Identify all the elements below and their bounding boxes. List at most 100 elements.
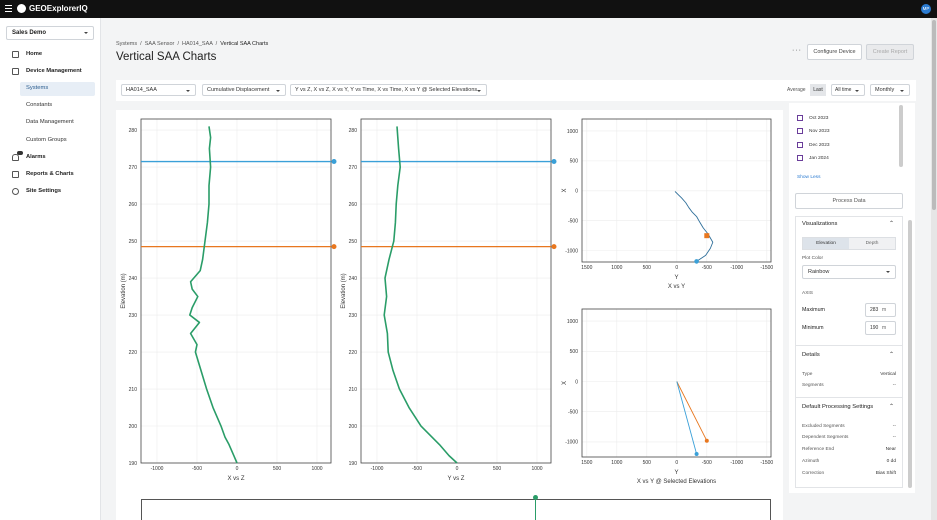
avatar[interactable]: MP — [921, 4, 931, 14]
breadcrumb[interactable]: HA014_SAA — [182, 41, 213, 47]
average-option[interactable]: Last — [810, 84, 826, 96]
elevation-handle — [551, 159, 557, 165]
setting-value: -- — [892, 424, 896, 429]
y-axis-label: Elevation (m) — [121, 273, 127, 308]
y-tick-label: 240 — [129, 276, 138, 282]
action-button[interactable]: Configure Device — [807, 44, 862, 60]
chart-title: X vs Y — [668, 284, 685, 290]
point-marker — [694, 259, 699, 264]
interval-select[interactable]: Monthly — [870, 84, 910, 96]
y-tick-label: 280 — [349, 128, 358, 134]
y-tick-label: 1000 — [567, 319, 578, 325]
y-tick-label: 1000 — [567, 129, 578, 135]
x-tick-label: 1000 — [611, 265, 622, 271]
nav-item[interactable]: Systems — [26, 85, 49, 91]
point-marker — [704, 233, 710, 239]
show-less[interactable]: Show Less — [797, 175, 821, 180]
panel-scroll[interactable] — [899, 105, 903, 167]
views-select[interactable]: Y vs Z, X vs Z, X vs Y, Y vs Time, X vs … — [290, 84, 487, 96]
y-tick-label: 200 — [349, 424, 358, 430]
setting-value: Bias Shift — [875, 471, 896, 476]
y-axis-label: Elevation (m) — [341, 273, 347, 308]
y-tick-label: 280 — [129, 128, 138, 134]
section-title[interactable]: Visualizations — [802, 221, 838, 227]
alarm-icon — [12, 154, 19, 161]
scrollbar — [931, 18, 937, 520]
elevation-handle — [551, 244, 557, 250]
y-tick-label: 270 — [349, 165, 358, 171]
field-label: Plot Color — [802, 256, 824, 261]
nav-item[interactable]: Home — [26, 51, 43, 57]
metric-select[interactable]: Cumulative Displacement — [202, 84, 286, 96]
breadcrumb[interactable]: SAA Sensor — [144, 41, 175, 47]
alarm-badge — [17, 151, 23, 155]
nav-item[interactable]: Data Management — [26, 119, 74, 125]
y-tick-label: 500 — [570, 349, 579, 355]
checkbox[interactable] — [797, 155, 803, 161]
y-tick-label: 190 — [349, 461, 358, 467]
more-button[interactable]: ··· — [792, 47, 802, 54]
average-label: Average — [787, 87, 806, 93]
x-tick-label: -1000 — [151, 466, 164, 472]
org-select[interactable]: Sales Demo — [6, 26, 94, 40]
page-title: Vertical SAA Charts — [116, 51, 217, 63]
y-tick-label: 220 — [129, 350, 138, 356]
nav-item[interactable]: Alarms — [26, 154, 46, 160]
data-line — [674, 191, 714, 262]
x-tick-label: -500 — [702, 265, 712, 271]
x-tick-label: 0 — [675, 460, 678, 466]
logo-icon — [17, 4, 26, 13]
checkbox[interactable] — [797, 128, 803, 134]
home-icon — [12, 51, 19, 58]
nav-item[interactable]: Custom Groups — [26, 137, 67, 143]
tab[interactable]: Depth — [865, 241, 879, 246]
panel-scroll[interactable] — [908, 220, 912, 488]
x-tick-label: -500 — [702, 460, 712, 466]
plot-color-select[interactable]: Rainbow — [802, 265, 896, 279]
scroll-thumb[interactable] — [932, 20, 936, 210]
y-tick-label: 230 — [129, 313, 138, 319]
date-option: Jan 2024 — [809, 156, 829, 161]
minimum-input[interactable] — [865, 321, 896, 335]
y-tick-label: -500 — [568, 409, 578, 415]
field-label: Maximum — [802, 307, 825, 313]
y-tick-label: 210 — [349, 387, 358, 393]
y-tick-label: 500 — [570, 159, 579, 165]
logo[interactable]: GEOExplorerIQ — [29, 4, 88, 13]
section-title[interactable]: Default Processing Settings — [802, 404, 874, 410]
elevation-handle — [331, 159, 337, 165]
nav-item[interactable]: Site Settings — [26, 188, 62, 194]
collapse-icon[interactable]: ⌃ — [889, 352, 895, 358]
nav-item[interactable]: Reports & Charts — [26, 171, 74, 177]
x-tick-label: 1500 — [581, 265, 592, 271]
setting-label: Reference End — [802, 447, 834, 452]
action-button: Create Report — [866, 44, 914, 60]
y-tick-label: 0 — [575, 379, 578, 385]
section-title[interactable]: Details — [802, 352, 820, 358]
nav-item[interactable]: Device Management — [26, 68, 82, 74]
input-unit: m — [882, 325, 887, 331]
detail-label: Segments — [802, 383, 824, 388]
x-tick-label: 500 — [643, 265, 652, 271]
maximum-input[interactable] — [865, 303, 896, 317]
nav-item[interactable]: Constants — [26, 102, 53, 108]
checkbox[interactable] — [797, 115, 803, 121]
time-marker — [535, 497, 536, 520]
x-tick-label: 0 — [236, 466, 239, 472]
menu-icon[interactable] — [5, 5, 12, 6]
range-select[interactable]: All time — [831, 84, 865, 96]
y-tick-label: -1000 — [565, 440, 578, 446]
breadcrumb: Vertical SAA Charts — [220, 41, 269, 47]
data-line — [676, 381, 698, 455]
collapse-icon[interactable]: ⌃ — [889, 221, 895, 227]
plot-frame — [581, 118, 772, 263]
breadcrumb[interactable]: Systems — [116, 41, 138, 47]
sensor-select[interactable]: HA014_SAA — [121, 84, 196, 96]
process-button[interactable]: Process Data — [795, 193, 903, 209]
tab-active[interactable]: Elevation — [803, 238, 849, 249]
collapse-icon[interactable]: ⌃ — [889, 404, 895, 410]
x-tick-label: 1000 — [311, 466, 322, 472]
setting-label: Dependent Segments — [802, 435, 849, 440]
checkbox[interactable] — [797, 142, 803, 148]
